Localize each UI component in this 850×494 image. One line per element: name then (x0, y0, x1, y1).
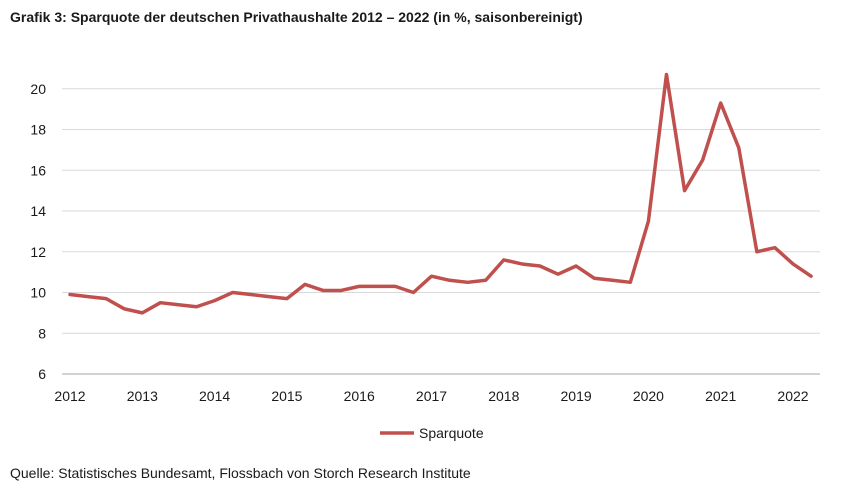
y-tick-label-20: 20 (30, 81, 46, 97)
series-line-sparquote (68, 72, 813, 315)
source-note: Quelle: Statistisches Bundesamt, Flossba… (10, 465, 471, 481)
x-tick-label-2022: 2022 (777, 388, 808, 404)
x-tick-label-2014: 2014 (199, 388, 230, 404)
y-tick-label-10: 10 (30, 285, 46, 301)
x-tick-label-2017: 2017 (416, 388, 447, 404)
x-tick-label-2015: 2015 (271, 388, 302, 404)
grid-lines (62, 88, 820, 334)
x-tick-label-2012: 2012 (54, 388, 85, 404)
x-tick-label-2021: 2021 (705, 388, 736, 404)
y-tick-label-8: 8 (38, 325, 46, 341)
y-tick-label-14: 14 (30, 203, 46, 219)
legend-label: Sparquote (419, 425, 484, 441)
series-layer (68, 72, 813, 315)
y-tick-label-18: 18 (30, 122, 46, 138)
y-tick-label-16: 16 (30, 162, 46, 178)
x-axis-tick-labels: 2012 2013 2014 2015 2016 2017 2018 2019 2020 2021… (54, 388, 808, 404)
y-tick-label-6: 6 (38, 366, 46, 382)
y-tick-label-12: 12 (30, 244, 46, 260)
x-tick-label-2016: 2016 (344, 388, 375, 404)
y-axis-tick-labels: 6 8 10 12 14 16 18 20 (30, 81, 46, 382)
x-tick-label-2019: 2019 (561, 388, 592, 404)
legend: Sparquote (380, 425, 484, 441)
chart-title: Grafik 3: Sparquote der deutschen Privat… (10, 9, 583, 25)
x-tick-label-2018: 2018 (488, 388, 519, 404)
x-tick-label-2020: 2020 (633, 388, 664, 404)
x-tick-label-2013: 2013 (127, 388, 158, 404)
